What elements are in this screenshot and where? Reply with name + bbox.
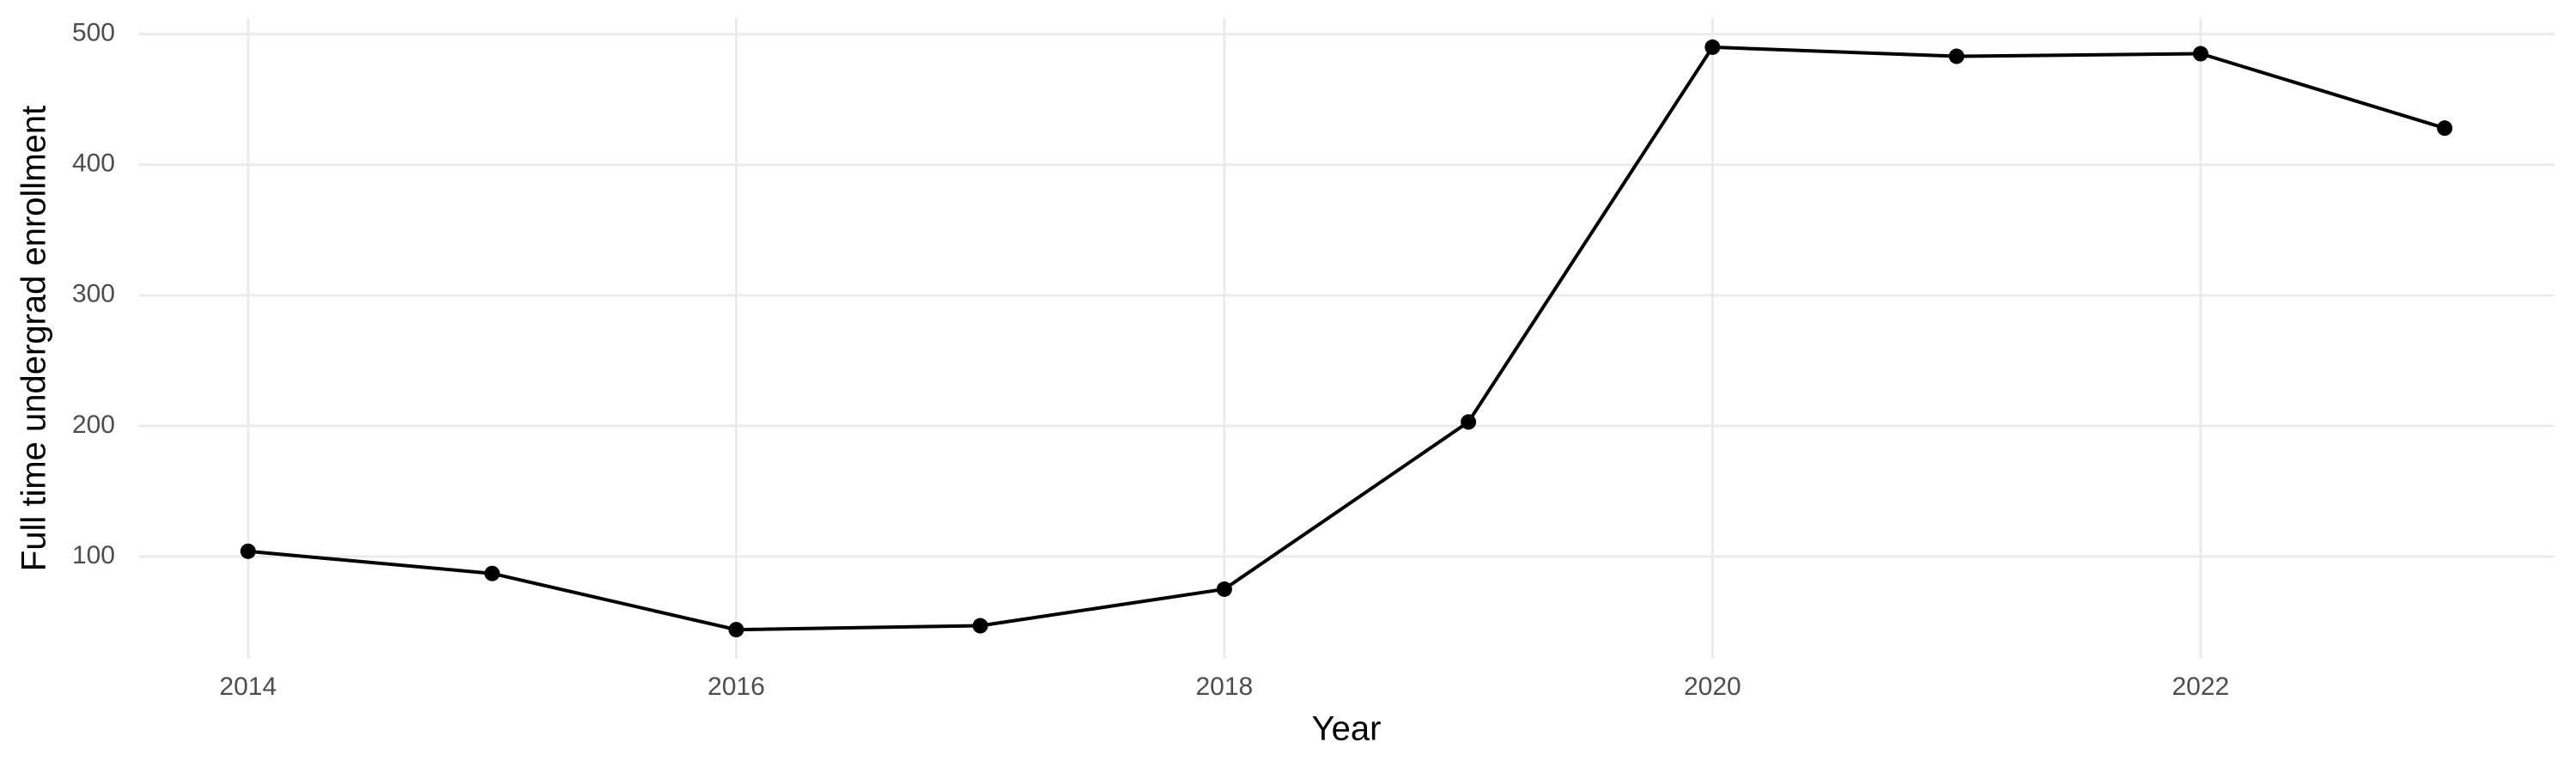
x-tick-label: 2014 <box>220 673 277 701</box>
y-tick-label: 400 <box>72 149 115 178</box>
point <box>2192 46 2208 62</box>
y-axis-title: Full time undergrad enrollment <box>15 106 53 571</box>
point <box>240 543 256 559</box>
point <box>972 618 988 634</box>
x-axis-title: Year <box>1312 710 1382 748</box>
y-tick-label: 100 <box>72 541 115 569</box>
y-tick-label: 500 <box>72 19 115 47</box>
x-tick-label: 2016 <box>708 673 765 701</box>
x-tick-label: 2018 <box>1196 673 1254 701</box>
point <box>1704 39 1721 55</box>
point <box>1461 414 1477 430</box>
y-tick-label: 300 <box>72 280 115 308</box>
y-tick-label: 200 <box>72 411 115 439</box>
line <box>247 45 2445 632</box>
x-tick-label: 2020 <box>1684 673 1741 701</box>
point <box>1216 581 1232 597</box>
point <box>728 622 744 638</box>
point <box>484 565 501 581</box>
point <box>2437 120 2453 137</box>
x-tick-label: 2022 <box>2172 673 2229 701</box>
point <box>1948 48 1965 64</box>
